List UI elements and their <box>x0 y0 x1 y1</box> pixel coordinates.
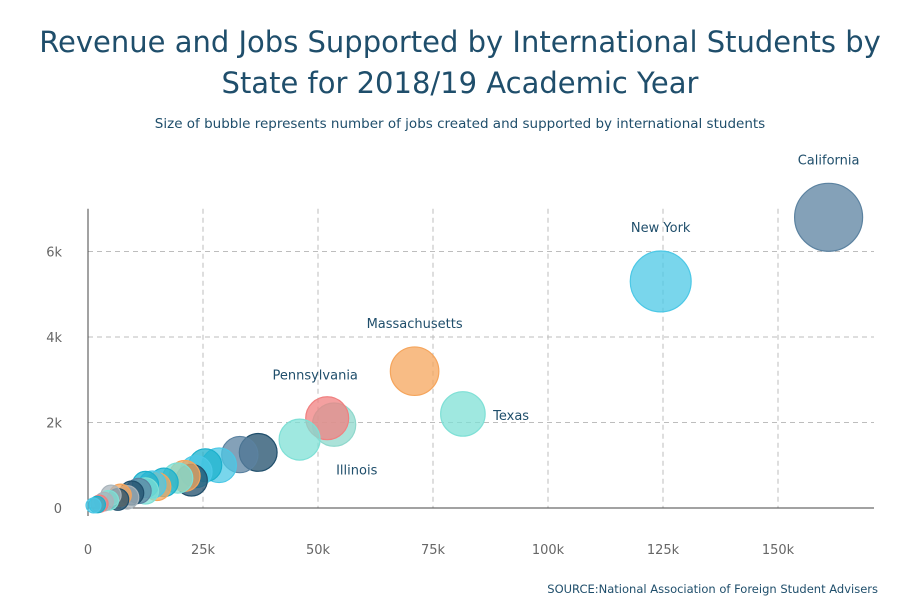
label-massachusetts: Massachusetts <box>367 317 463 332</box>
label-texas: Texas <box>492 409 529 424</box>
label-illinois: Illinois <box>336 463 377 478</box>
bubbles <box>85 182 864 514</box>
x-tick-label: 125k <box>647 543 680 558</box>
bubble-california <box>793 182 864 252</box>
chart-subtitle: Size of bubble represents number of jobs… <box>154 116 766 132</box>
label-pennsylvania: Pennsylvania <box>272 369 357 384</box>
axes: 0 25k 50k 75k 100k 125k 150k 0 2k 4k 6k <box>46 208 874 558</box>
chart-title: Revenue and Jobs Supported by Internatio… <box>39 25 881 100</box>
label-california: California <box>798 153 860 168</box>
label-new-york: New York <box>631 221 691 236</box>
x-tick-label: 25k <box>191 543 216 558</box>
bubble <box>85 497 102 514</box>
y-tick-label: 4k <box>46 331 62 346</box>
y-tick-label: 0 <box>54 502 62 517</box>
x-tick-label: 150k <box>762 543 795 558</box>
bubble-massachusetts <box>389 346 440 397</box>
source-note: SOURCE:National Association of Foreign S… <box>547 582 878 596</box>
bubble-new-york <box>629 250 692 313</box>
x-tick-label: 100k <box>532 543 565 558</box>
x-tick-label: 75k <box>421 543 446 558</box>
bubble-labels: California New York Massachusetts Texas Penn… <box>272 153 859 478</box>
bubble-texas <box>440 391 486 437</box>
y-tick-label: 6k <box>46 246 62 261</box>
y-tick-label: 2k <box>46 417 62 432</box>
x-tick-label: 0 <box>84 543 92 558</box>
x-tick-label: 50k <box>306 543 331 558</box>
bubble <box>278 418 321 461</box>
